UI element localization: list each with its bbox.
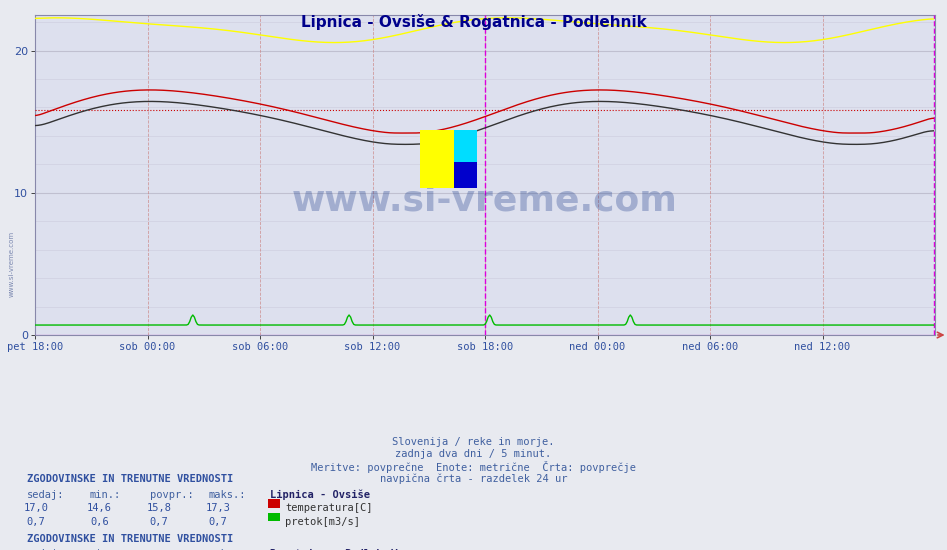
Text: povpr.:: povpr.: xyxy=(150,549,193,550)
Text: temperatura[C]: temperatura[C] xyxy=(285,503,372,513)
Text: Lipnica - Ovsiše: Lipnica - Ovsiše xyxy=(270,490,370,500)
Text: zadnja dva dni / 5 minut.: zadnja dva dni / 5 minut. xyxy=(396,449,551,459)
Text: navpična črta - razdelek 24 ur: navpična črta - razdelek 24 ur xyxy=(380,474,567,484)
Text: maks.:: maks.: xyxy=(208,549,246,550)
Text: Lipnica - Ovsiše & Rogatnica - Podlehnik: Lipnica - Ovsiše & Rogatnica - Podlehnik xyxy=(300,14,647,30)
Text: povpr.:: povpr.: xyxy=(150,490,193,499)
Text: 0,7: 0,7 xyxy=(150,517,169,527)
Text: maks.:: maks.: xyxy=(208,490,246,499)
Text: sedaj:: sedaj: xyxy=(27,490,64,499)
Text: 0,7: 0,7 xyxy=(208,517,227,527)
Text: min.:: min.: xyxy=(90,549,121,550)
Bar xyxy=(455,162,476,188)
Bar xyxy=(455,130,476,162)
Text: ZGODOVINSKE IN TRENUTNE VREDNOSTI: ZGODOVINSKE IN TRENUTNE VREDNOSTI xyxy=(27,474,233,484)
Text: pretok[m3/s]: pretok[m3/s] xyxy=(285,517,360,527)
Text: www.si-vreme.com: www.si-vreme.com xyxy=(9,231,14,297)
Bar xyxy=(420,130,455,188)
Text: 17,3: 17,3 xyxy=(205,503,230,513)
Text: min.:: min.: xyxy=(90,490,121,499)
Text: 14,6: 14,6 xyxy=(87,503,112,513)
Text: Rogatnica - Podlehnik: Rogatnica - Podlehnik xyxy=(270,549,402,550)
Text: Slovenija / reke in morje.: Slovenija / reke in morje. xyxy=(392,437,555,447)
Text: 0,7: 0,7 xyxy=(27,517,45,527)
Text: 0,6: 0,6 xyxy=(90,517,109,527)
Text: 17,0: 17,0 xyxy=(24,503,48,513)
Text: Meritve: povprečne  Enote: metrične  Črta: povprečje: Meritve: povprečne Enote: metrične Črta:… xyxy=(311,461,636,474)
Text: sedaj:: sedaj: xyxy=(27,549,64,550)
Text: www.si-vreme.com: www.si-vreme.com xyxy=(292,184,678,218)
Text: ZGODOVINSKE IN TRENUTNE VREDNOSTI: ZGODOVINSKE IN TRENUTNE VREDNOSTI xyxy=(27,534,233,543)
Text: 15,8: 15,8 xyxy=(147,503,171,513)
